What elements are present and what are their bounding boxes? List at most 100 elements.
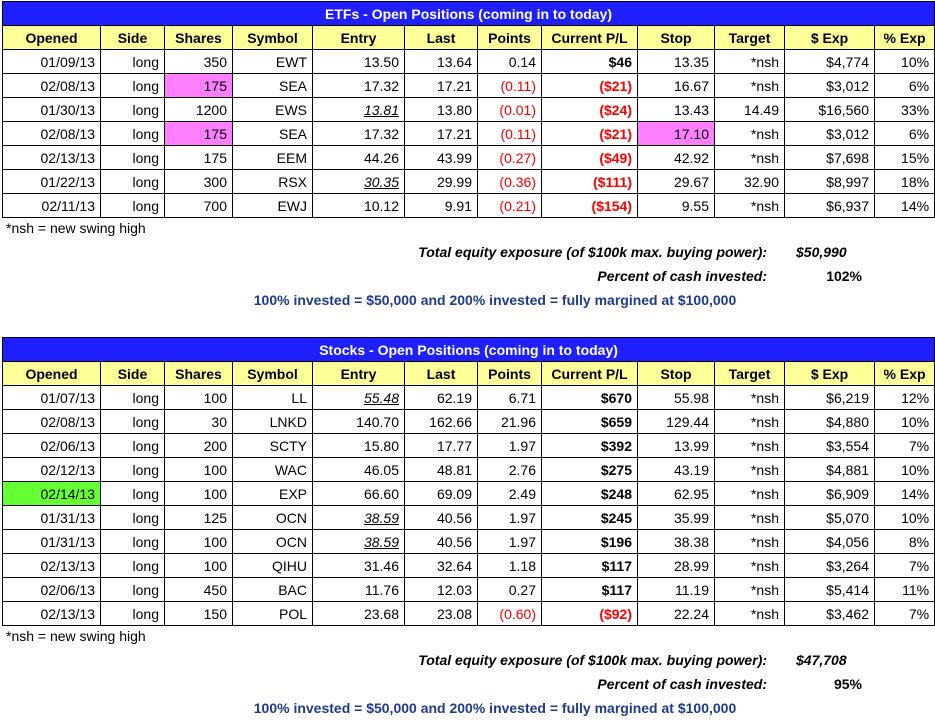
cell-opened: 02/11/13: [2, 193, 101, 218]
cell-percent-exposure: 8%: [873, 529, 935, 554]
cell-points: (0.01): [477, 97, 542, 122]
cell-percent-exposure: 33%: [873, 97, 935, 122]
cell-target: *nsh: [714, 553, 785, 578]
table-row: 01/31/13 long 100 OCN 38.59 40.56 1.97 $196 38.3…: [2, 529, 935, 554]
cell-stop: 22.24: [637, 601, 715, 626]
column-header-stop: Stop: [637, 25, 715, 50]
cell-entry: 13.50: [312, 49, 405, 74]
column-header-current-pl: Current P/L: [541, 25, 638, 50]
cell-shares: 100: [164, 385, 233, 410]
column-header-side: Side: [100, 361, 165, 386]
etf-invested-note: 100% invested = $50,000 and 200% investe…: [253, 292, 737, 308]
column-header-dollar-exposure: $ Exp: [784, 25, 875, 50]
cell-side: long: [100, 409, 165, 434]
column-header-entry: Entry: [312, 361, 405, 386]
cell-opened: 01/30/13: [2, 97, 101, 122]
etf-cash-value: 102%: [826, 268, 862, 284]
cell-target: *nsh: [714, 49, 785, 74]
cell-current-pl: $248: [541, 481, 638, 506]
table-row: 02/06/13 long 450 BAC 11.76 12.03 0.27 $117 11.1…: [2, 577, 935, 602]
table-row: 02/14/13 long 100 EXP 66.60 69.09 2.49 $248 62.9…: [2, 481, 935, 506]
cell-last: 17.21: [404, 121, 478, 146]
cell-entry: 31.46: [312, 553, 405, 578]
cell-side: long: [100, 505, 165, 530]
cell-target: 14.49: [714, 97, 785, 122]
cell-current-pl: $392: [541, 433, 638, 458]
cell-last: 17.21: [404, 73, 478, 98]
cell-symbol: SEA: [232, 73, 313, 98]
cell-stop: 13.43: [637, 97, 715, 122]
table-row: 01/30/13 long 1200 EWS 13.81 13.80 (0.01) ($24)…: [2, 97, 935, 122]
cell-entry: 44.26: [312, 145, 405, 170]
cell-side: long: [100, 145, 165, 170]
cell-stop: 43.19: [637, 457, 715, 482]
cell-target: *nsh: [714, 73, 785, 98]
cell-points: 0.27: [477, 577, 542, 602]
cell-opened: 01/22/13: [2, 169, 101, 194]
column-header-percent-exposure: % Exp: [873, 25, 935, 50]
cell-shares: 100: [164, 553, 233, 578]
cell-target: *nsh: [714, 601, 785, 626]
cell-current-pl: $659: [541, 409, 638, 434]
cell-target: *nsh: [714, 145, 785, 170]
cell-target: *nsh: [714, 457, 785, 482]
cell-dollar-exposure: $5,414: [784, 577, 875, 602]
cell-symbol: EXP: [232, 481, 313, 506]
cell-side: long: [100, 481, 165, 506]
cell-symbol: SCTY: [232, 433, 313, 458]
cell-points: 1.18: [477, 553, 542, 578]
cell-target: 32.90: [714, 169, 785, 194]
cell-last: 23.08: [404, 601, 478, 626]
cell-target: *nsh: [714, 433, 785, 458]
cell-side: long: [100, 433, 165, 458]
cell-side: long: [100, 577, 165, 602]
table-row: 01/07/13 long 100 LL 55.48 62.19 6.71 $670 55.98…: [2, 385, 935, 410]
cell-shares: 200: [164, 433, 233, 458]
cell-target: *nsh: [714, 577, 785, 602]
cell-stop: 17.10: [637, 121, 715, 146]
cell-points: 21.96: [477, 409, 542, 434]
table-row: 01/22/13 long 300 RSX 30.35 29.99 (0.36) ($111)…: [2, 169, 935, 194]
cell-entry: 17.32: [312, 121, 405, 146]
table-row: 02/08/13 long 30 LNKD 140.70 162.66 21.96 $659 1…: [2, 409, 935, 434]
cell-dollar-exposure: $3,012: [784, 121, 875, 146]
column-header-dollar-exposure: $ Exp: [784, 361, 875, 386]
etf-exposure-value: $50,990: [796, 244, 847, 260]
cell-opened: 01/31/13: [2, 529, 101, 554]
cell-symbol: SEA: [232, 121, 313, 146]
cell-stop: 62.95: [637, 481, 715, 506]
cell-opened: 02/08/13: [2, 409, 101, 434]
etfs-table-title: ETFs - Open Positions (coming in to toda…: [1, 1, 935, 26]
cell-shares: 175: [164, 73, 233, 98]
cell-side: long: [100, 73, 165, 98]
cell-dollar-exposure: $3,554: [784, 433, 875, 458]
cell-percent-exposure: 18%: [873, 169, 935, 194]
cell-percent-exposure: 7%: [873, 433, 935, 458]
cell-points: (0.11): [477, 121, 542, 146]
cell-dollar-exposure: $6,219: [784, 385, 875, 410]
cell-opened: 02/13/13: [2, 601, 101, 626]
cell-dollar-exposure: $4,774: [784, 49, 875, 74]
cell-last: 32.64: [404, 553, 478, 578]
cell-current-pl: ($154): [541, 193, 638, 218]
cell-entry: 140.70: [312, 409, 405, 434]
cell-dollar-exposure: $4,880: [784, 409, 875, 434]
cell-percent-exposure: 10%: [873, 409, 935, 434]
cell-entry: 66.60: [312, 481, 405, 506]
table-row: 02/12/13 long 100 WAC 46.05 48.81 2.76 $275 43.1…: [2, 457, 935, 482]
cell-stop: 13.35: [637, 49, 715, 74]
stock-cash-value: 95%: [833, 676, 862, 692]
cell-side: long: [100, 49, 165, 74]
cell-shares: 175: [164, 121, 233, 146]
cell-dollar-exposure: $7,698: [784, 145, 875, 170]
cell-shares: 100: [164, 457, 233, 482]
cell-current-pl: $117: [541, 553, 638, 578]
cell-stop: 29.67: [637, 169, 715, 194]
cell-stop: 9.55: [637, 193, 715, 218]
stocks-table-title: Stocks - Open Positions (coming in to to…: [1, 337, 935, 362]
cell-shares: 30: [164, 409, 233, 434]
stocks-title-row: Stocks - Open Positions (coming in to to…: [1, 337, 935, 362]
cell-symbol: RSX: [232, 169, 313, 194]
cell-opened: 02/14/13: [2, 481, 101, 506]
column-header-opened: Opened: [2, 25, 101, 50]
